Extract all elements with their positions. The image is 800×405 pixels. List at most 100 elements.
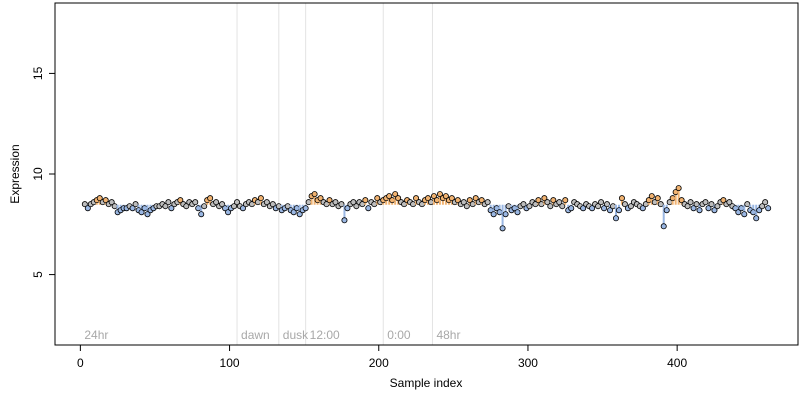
data-point	[469, 201, 476, 208]
data-point	[162, 203, 169, 210]
data-point	[353, 203, 360, 210]
data-point	[538, 201, 545, 208]
data-point	[219, 201, 226, 208]
data-point	[430, 193, 437, 200]
data-point	[708, 201, 715, 208]
data-point	[696, 207, 703, 214]
data-point	[290, 209, 297, 216]
data-point	[738, 205, 745, 212]
data-point	[448, 195, 455, 202]
data-point	[615, 207, 622, 214]
data-point	[589, 205, 596, 212]
data-point	[201, 203, 208, 210]
data-point	[702, 199, 709, 206]
data-point	[520, 201, 527, 208]
data-point	[639, 205, 646, 212]
data-point	[556, 199, 563, 206]
data-point	[598, 199, 605, 206]
data-point	[750, 209, 757, 216]
data-point	[129, 205, 136, 212]
data-point	[195, 205, 202, 212]
data-point	[293, 205, 300, 212]
data-point	[466, 197, 473, 204]
data-point	[81, 201, 88, 208]
phase-label: 48hr	[436, 328, 460, 342]
data-point	[177, 197, 184, 204]
data-point	[714, 203, 721, 210]
data-point	[427, 199, 434, 206]
data-point	[663, 207, 670, 214]
x-axis-label: Sample index	[390, 376, 463, 390]
data-point	[392, 191, 399, 198]
data-point	[526, 203, 533, 210]
data-point	[362, 197, 369, 204]
data-point	[544, 199, 551, 206]
data-point	[102, 197, 109, 204]
data-point	[547, 203, 554, 210]
data-point	[726, 199, 733, 206]
data-point	[165, 199, 172, 206]
data-point	[463, 203, 470, 210]
data-point	[684, 203, 691, 210]
data-point	[559, 203, 566, 210]
data-point	[568, 205, 575, 212]
data-point	[413, 195, 420, 202]
data-point	[311, 191, 318, 198]
data-point	[478, 197, 485, 204]
data-point	[472, 195, 479, 202]
data-point	[365, 205, 372, 212]
data-point	[648, 193, 655, 200]
data-point	[621, 201, 628, 208]
data-point	[690, 205, 697, 212]
data-point	[144, 211, 151, 218]
data-point	[111, 203, 118, 210]
data-point	[499, 225, 506, 232]
data-point	[395, 195, 402, 202]
data-point	[296, 211, 303, 218]
data-point	[541, 195, 548, 202]
data-point	[350, 199, 357, 206]
data-point	[207, 195, 214, 202]
data-point	[234, 199, 241, 206]
data-point	[660, 223, 667, 230]
data-point	[595, 203, 602, 210]
x-tick-label: 100	[220, 356, 240, 370]
data-point	[389, 197, 396, 204]
data-point	[753, 215, 760, 222]
x-tick-label: 0	[77, 356, 84, 370]
data-point	[305, 199, 312, 206]
data-point	[657, 201, 664, 208]
y-tick-label: 10	[31, 167, 45, 181]
data-point	[433, 197, 440, 204]
data-point	[550, 197, 557, 204]
data-point	[654, 195, 661, 202]
data-point	[604, 201, 611, 208]
data-point	[762, 199, 769, 206]
data-point	[198, 211, 205, 218]
data-point	[720, 197, 727, 204]
data-point	[374, 195, 381, 202]
data-point	[454, 197, 461, 204]
data-point	[607, 207, 614, 214]
data-point	[183, 203, 190, 210]
data-points	[81, 185, 772, 232]
data-point	[138, 209, 145, 216]
data-point	[460, 199, 467, 206]
data-point	[386, 193, 393, 200]
data-point	[338, 201, 345, 208]
data-point	[263, 199, 270, 206]
data-point	[269, 201, 276, 208]
x-tick-label: 400	[667, 356, 687, 370]
y-axis: 5 10 15	[31, 66, 55, 278]
data-point	[490, 211, 497, 218]
phase-label: 24hr	[84, 328, 108, 342]
data-point	[765, 205, 772, 212]
data-point	[678, 197, 685, 204]
data-point	[326, 197, 333, 204]
data-point	[756, 207, 763, 214]
data-point	[675, 185, 682, 192]
x-tick-label: 200	[369, 356, 389, 370]
phase-label: 12:00	[310, 328, 340, 342]
